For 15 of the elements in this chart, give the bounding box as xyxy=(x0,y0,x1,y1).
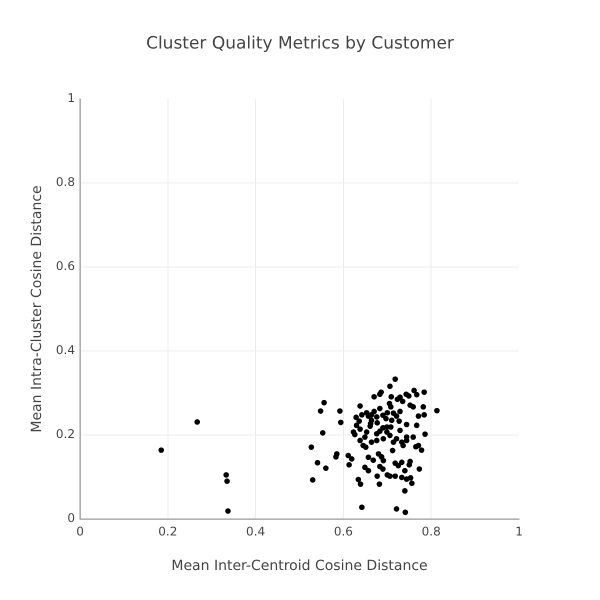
y-tick-label: 0.8 xyxy=(56,175,75,190)
y-tick-label: 1 xyxy=(67,91,75,106)
x-tick-label: 0.8 xyxy=(422,524,441,538)
y-tick-label: 0 xyxy=(67,511,75,526)
x-axis-title: Mean Inter-Centroid Cosine Distance xyxy=(171,558,428,574)
x-tick-label: 0 xyxy=(76,524,84,538)
y-tick-label: 0.6 xyxy=(56,259,75,274)
y-tick-label: 0.2 xyxy=(56,427,75,442)
y-tick-label: 0.4 xyxy=(56,343,75,358)
chart-title: Cluster Quality Metrics by Customer xyxy=(146,33,454,54)
x-tick-label: 0.6 xyxy=(334,524,353,538)
y-axis-title: Mean Intra-Cluster Cosine Distance xyxy=(29,185,46,433)
x-tick-label: 0.4 xyxy=(246,524,266,538)
x-tick-label: 1 xyxy=(515,524,523,538)
x-tick-label: 0.2 xyxy=(158,524,178,538)
